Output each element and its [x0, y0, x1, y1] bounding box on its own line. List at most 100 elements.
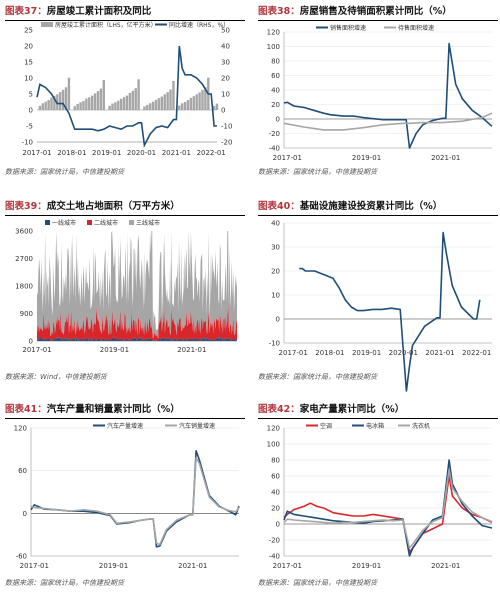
x-tick-label: 2019-01	[92, 149, 121, 157]
bar	[88, 97, 91, 110]
source-note: 数据来源：国家统计局，中信建投期货	[258, 373, 377, 381]
y-tick-label: 30	[271, 244, 280, 252]
bar	[67, 77, 71, 110]
bar	[79, 102, 82, 110]
bar	[99, 88, 103, 110]
x-tick-label: 2017-01	[22, 149, 51, 157]
series-line	[283, 112, 493, 131]
x-tick-label: 2019-01	[352, 562, 381, 570]
y-tick-label: 120	[267, 29, 280, 37]
y-tick-label: 0	[276, 316, 280, 324]
figure-number: 图表42：	[258, 404, 300, 415]
legend-label: 汽车产量增速	[107, 422, 143, 430]
bar	[96, 91, 100, 110]
bar	[41, 103, 45, 110]
y-tick-label: 40	[271, 87, 280, 95]
legend-swatch	[87, 220, 92, 225]
legend-swatch	[129, 220, 134, 225]
bar	[64, 87, 68, 110]
x-tick-label: 2022-01	[197, 149, 226, 157]
series-line	[283, 475, 493, 553]
bar	[128, 93, 132, 110]
legend-label: 三线城市	[136, 219, 160, 227]
y-tick-label: 20	[24, 43, 33, 51]
y-tick-label: -20	[269, 130, 280, 138]
bar	[122, 97, 126, 110]
y-tick-label: 5	[29, 91, 33, 99]
panel-title: 图表37：房屋竣工累计面积及同比	[5, 5, 245, 21]
x-tick-label: 2021-01	[431, 154, 460, 162]
x-tick-label: 2021-01	[162, 149, 191, 157]
legend-label: 洗衣机	[412, 422, 430, 430]
y-tick-label: 3600	[15, 228, 33, 236]
series-line	[283, 468, 493, 549]
x-tick-label: 2022-01	[462, 349, 491, 357]
bar	[189, 97, 193, 110]
x-tick-label: 2021-01	[177, 346, 206, 354]
y-tick-label: -40	[269, 145, 280, 153]
source-note: 数据来源：Wind，中信建投期货	[5, 373, 107, 381]
bar	[44, 101, 47, 110]
y-tick-label: 40	[271, 220, 280, 228]
chart-title: 房屋竣工累计面积及同比	[46, 6, 152, 17]
x-tick-label: 2017-01	[273, 154, 302, 162]
x-tick-label: 2020-01	[389, 349, 418, 357]
y-tick-label: 40	[271, 489, 280, 497]
y-tick-label: 80	[271, 58, 280, 66]
legend-label: 待售面积增速	[398, 24, 434, 32]
y-tick-label: 60	[18, 467, 27, 475]
bar	[169, 89, 172, 110]
y-tick-label: 120	[14, 425, 27, 433]
source-note: 数据来源：国家统计局，中信建投期货	[5, 579, 124, 587]
y-tick-label: -60	[16, 553, 27, 561]
bar	[178, 105, 181, 110]
bar	[157, 98, 161, 110]
bar	[119, 98, 123, 110]
bar	[131, 90, 135, 110]
legend-label: 空调	[320, 422, 332, 430]
bar	[125, 95, 129, 110]
x-tick-label: 2019-01	[352, 154, 381, 162]
y-tick-label: -40	[269, 553, 280, 561]
figure-number: 图表37：	[5, 6, 47, 17]
y-tick-label: 1800	[15, 283, 33, 291]
x-tick-label: 2017-01	[279, 349, 308, 357]
bar	[111, 103, 114, 110]
bar	[166, 92, 169, 110]
y-tick-label: -10	[22, 139, 33, 147]
y-tick-label: 40	[221, 43, 230, 51]
bar	[183, 102, 187, 110]
y-tick-label: 50	[221, 27, 230, 35]
x-tick-label: 2018-01	[57, 149, 86, 157]
area-series	[37, 231, 237, 339]
bar	[114, 102, 117, 110]
y-tick-label: -10	[269, 340, 280, 348]
x-tick-label: 2017-01	[20, 562, 49, 570]
y-tick-label: 80	[271, 457, 280, 465]
bar	[198, 92, 201, 110]
bar	[50, 97, 53, 110]
bar	[163, 94, 166, 110]
panel-title: 图表39：成交土地占地面积（万平方米）	[5, 200, 245, 216]
figure-number: 图表41：	[5, 404, 47, 415]
bar	[151, 101, 155, 110]
y-tick-label: -20	[269, 537, 280, 545]
bar	[172, 80, 175, 110]
chart-title: 家电产量累计同比（%）	[299, 404, 405, 415]
bar	[212, 105, 216, 110]
y-tick-label: 10	[271, 292, 280, 300]
chart-title: 基础设施建设投资累计同比（%）	[299, 201, 443, 212]
legend-swatch	[41, 22, 53, 27]
bar	[47, 100, 50, 110]
bar	[154, 99, 158, 110]
legend-label: 二线城市	[94, 219, 118, 227]
x-tick-label: 2019-01	[99, 562, 128, 570]
y-tick-label: 100	[267, 441, 280, 449]
source-note: 数据来源：国家统计局，中信建投期货	[258, 168, 377, 176]
bar	[73, 106, 76, 110]
y-tick-label: 900	[20, 310, 33, 318]
y-tick-label: 60	[271, 72, 280, 80]
y-tick-label: 15	[24, 59, 33, 67]
